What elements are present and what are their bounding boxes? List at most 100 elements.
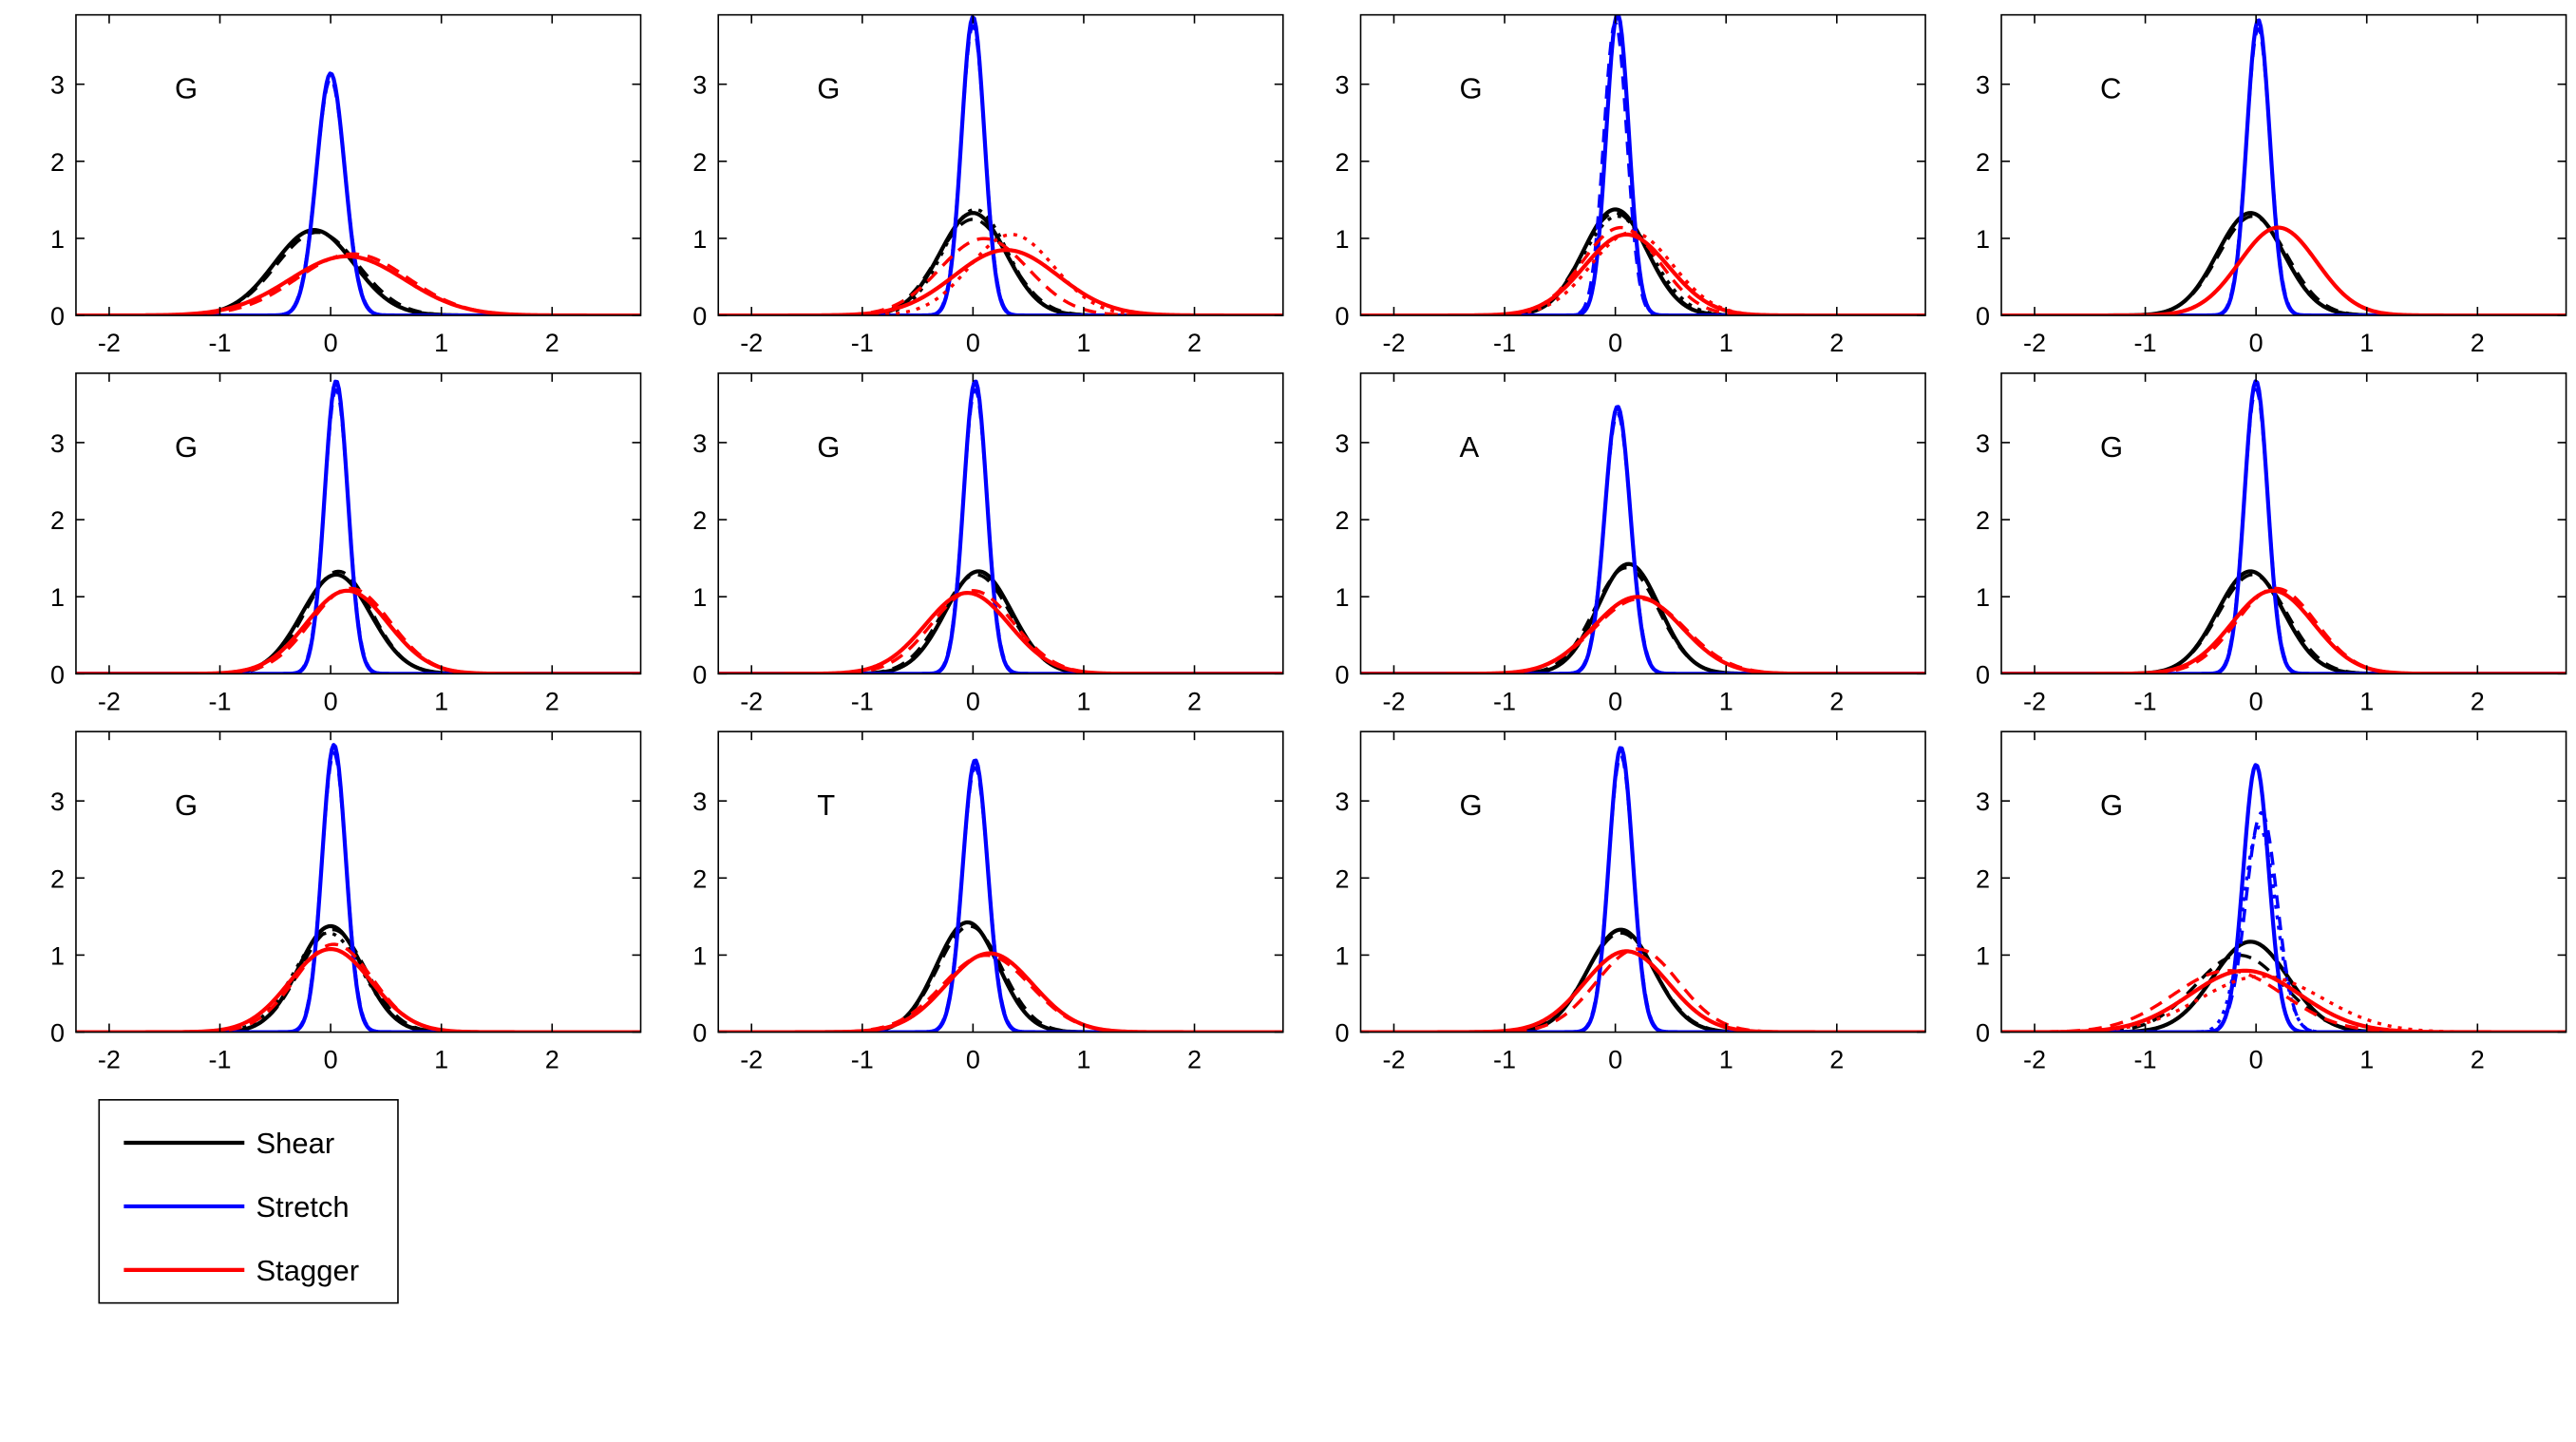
x-tick-label: 2: [1829, 1046, 1844, 1074]
subplot-10: -2 -1 0 1 2 0 1 2 3 T: [692, 730, 1284, 1074]
stagger-curve: [2001, 969, 2567, 1033]
legend-label-stagger: Stagger: [256, 1254, 359, 1287]
subplot-1: -2 -1 0 1 2 0 1 2 3 G: [50, 13, 642, 357]
x-tick-label: 2: [2471, 1046, 2485, 1074]
x-tick-label: 0: [1608, 1046, 1622, 1074]
base-label: C: [2100, 72, 2121, 105]
y-tick-label: 2: [1976, 148, 1990, 177]
y-tick-label: 3: [50, 429, 65, 458]
y-tick-label: 3: [1335, 429, 1349, 458]
y-tick-label: 3: [1976, 787, 1990, 816]
shear-curve: [75, 923, 641, 1033]
y-tick-label: 0: [1976, 1019, 1990, 1048]
legend-label-stretch: Stretch: [256, 1190, 349, 1224]
x-tick-label: -1: [209, 687, 232, 715]
x-tick-label: 0: [324, 687, 338, 715]
subplot-grid: -2 -1 0 1 2 0 1 2 3 G -2 -1 0 1 2 0 1 2 3 G -2 -1 0 1 2 0 1 2 3 G -2 -1…: [50, 13, 2567, 1074]
y-tick-label: 1: [692, 225, 707, 254]
y-tick-label: 1: [50, 225, 65, 254]
y-tick-label: 0: [692, 1019, 707, 1048]
subplot-12: -2 -1 0 1 2 0 1 2 3 G: [1976, 730, 2567, 1074]
subplot-5: -2 -1 0 1 2 0 1 2 3 G: [50, 372, 642, 715]
subplot-11: -2 -1 0 1 2 0 1 2 3 G: [1335, 730, 1926, 1074]
y-tick-label: 2: [1335, 506, 1349, 535]
y-tick-label: 0: [1976, 660, 1990, 689]
base-label: G: [175, 72, 198, 105]
y-tick-label: 0: [50, 1019, 65, 1048]
y-tick-label: 2: [1335, 864, 1349, 893]
x-tick-label: 1: [434, 1046, 448, 1074]
axes-box: [75, 372, 642, 675]
x-tick-label: 2: [2471, 329, 2485, 357]
y-tick-label: 0: [1335, 302, 1349, 331]
y-tick-label: 0: [692, 302, 707, 331]
base-label: G: [1459, 72, 1482, 105]
shear-curve: [718, 920, 1283, 1033]
x-tick-label: 2: [545, 329, 559, 357]
subplot-9: -2 -1 0 1 2 0 1 2 3 G: [50, 730, 642, 1074]
y-tick-label: 2: [1976, 506, 1990, 535]
x-tick-label: -2: [2023, 1046, 2046, 1074]
y-tick-label: 2: [1335, 148, 1349, 177]
base-label: G: [2100, 430, 2123, 464]
y-tick-label: 3: [1335, 787, 1349, 816]
x-tick-label: 2: [2471, 687, 2485, 715]
axes-box: [717, 730, 1284, 1034]
x-tick-label: 1: [1719, 687, 1733, 715]
y-tick-label: 1: [50, 583, 65, 612]
subplot-2: -2 -1 0 1 2 0 1 2 3 G: [692, 13, 1284, 357]
y-tick-label: 1: [1335, 583, 1349, 612]
x-tick-label: 1: [1719, 329, 1733, 357]
axes-box: [2000, 372, 2567, 675]
x-tick-label: -2: [98, 1046, 121, 1074]
x-tick-label: 2: [1187, 1046, 1202, 1074]
x-tick-label: -1: [851, 329, 874, 357]
x-tick-label: -1: [851, 687, 874, 715]
x-tick-label: 0: [2249, 1046, 2263, 1074]
x-tick-label: 2: [545, 1046, 559, 1074]
x-tick-label: -1: [209, 329, 232, 357]
x-tick-label: -2: [740, 687, 763, 715]
x-tick-label: -1: [2134, 1046, 2157, 1074]
x-tick-label: 0: [966, 1046, 980, 1074]
y-tick-label: 3: [50, 787, 65, 816]
y-tick-label: 2: [50, 864, 65, 893]
axes-box: [717, 13, 1284, 316]
axes-box: [2000, 730, 2567, 1034]
y-tick-label: 2: [50, 148, 65, 177]
stretch-curve: [1360, 753, 1926, 1033]
stretch-curve: [1360, 14, 1926, 316]
base-label: G: [817, 72, 840, 105]
x-tick-label: 0: [2249, 687, 2263, 715]
x-tick-label: 1: [1076, 1046, 1090, 1074]
base-label: G: [817, 430, 840, 464]
y-tick-label: 0: [692, 660, 707, 689]
x-tick-label: -1: [2134, 329, 2157, 357]
x-tick-label: 0: [324, 329, 338, 357]
base-label: T: [817, 788, 835, 822]
axes-box: [2000, 13, 2567, 316]
x-tick-label: -2: [740, 1046, 763, 1074]
base-label: A: [1459, 430, 1479, 464]
subplot-4: -2 -1 0 1 2 0 1 2 3 C: [1976, 13, 2567, 357]
y-tick-label: 0: [50, 660, 65, 689]
stretch-curve: [2001, 27, 2567, 316]
x-tick-label: -2: [1382, 1046, 1405, 1074]
x-tick-label: 2: [1187, 329, 1202, 357]
y-tick-label: 2: [1976, 864, 1990, 893]
axes-box: [1359, 13, 1926, 316]
stretch-curve: [2001, 763, 2567, 1033]
x-tick-label: 1: [1076, 687, 1090, 715]
y-tick-label: 0: [1335, 1019, 1349, 1048]
x-tick-label: 0: [324, 1046, 338, 1074]
x-tick-label: -2: [1382, 329, 1405, 357]
y-tick-label: 2: [50, 506, 65, 535]
y-tick-label: 3: [1335, 71, 1349, 100]
x-tick-label: -1: [209, 1046, 232, 1074]
axes-box: [75, 730, 642, 1034]
base-label: G: [175, 788, 198, 822]
y-tick-label: 2: [692, 148, 707, 177]
base-label: G: [1459, 788, 1482, 822]
x-tick-label: 1: [2359, 1046, 2374, 1074]
